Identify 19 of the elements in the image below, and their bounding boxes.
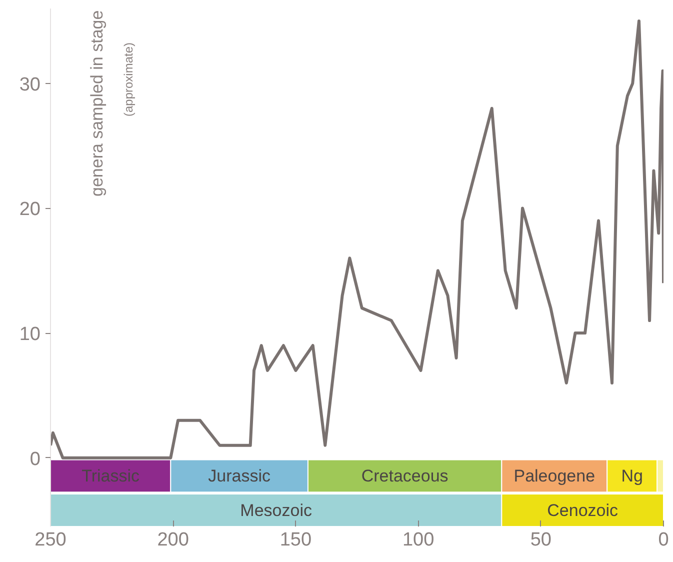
x-tick-label: 100 xyxy=(402,530,434,550)
band-label: Cenozoic xyxy=(547,500,619,520)
band-label: Paleogene xyxy=(514,466,596,486)
y-tick-label: 30 xyxy=(19,74,41,96)
x-tick-label: 0 xyxy=(658,530,669,550)
x-tick-label: 50 xyxy=(530,530,552,550)
y-axis-title: genera sampled in stage xyxy=(88,10,106,196)
x-tick-label: 250 xyxy=(34,530,66,550)
band-label: Ng xyxy=(621,466,643,486)
y-tick-label: 10 xyxy=(19,324,41,346)
band-label: Mesozoic xyxy=(240,500,312,520)
x-tick-label: 150 xyxy=(280,530,312,550)
band-label: Jurassic xyxy=(208,466,271,486)
band-label: Cretaceous xyxy=(361,466,448,486)
x-tick-label: 200 xyxy=(157,530,189,550)
annotation: (approximate) xyxy=(122,42,136,116)
y-tick-label: 0 xyxy=(30,448,41,470)
y-tick-label: 20 xyxy=(19,199,41,220)
band-label: Triassic xyxy=(82,466,140,486)
